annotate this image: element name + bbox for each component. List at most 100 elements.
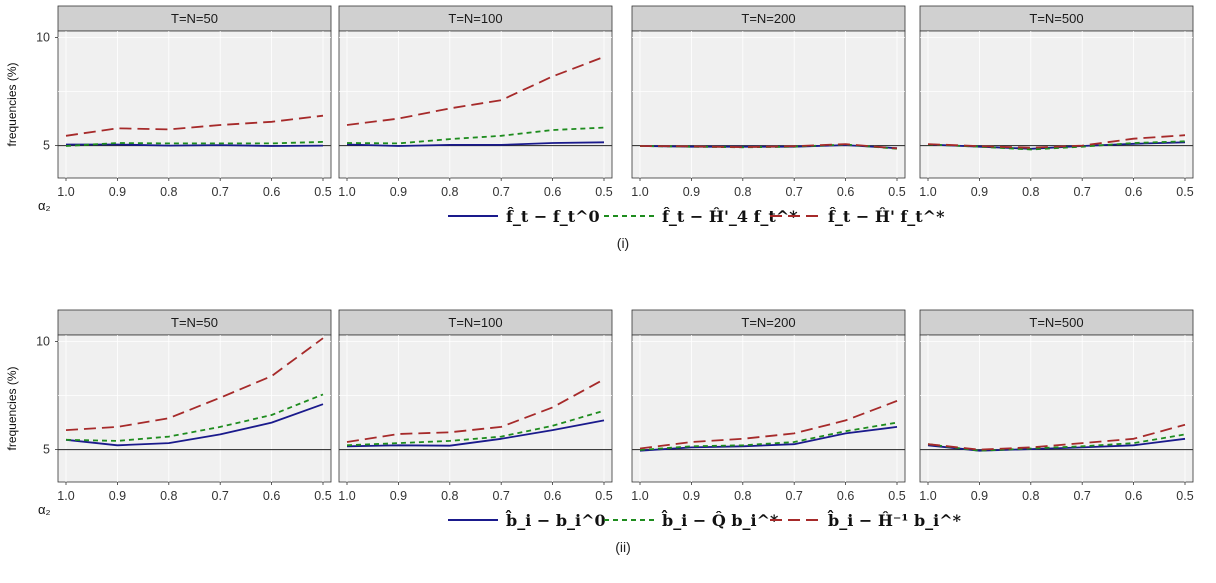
facet-strip <box>57 5 332 32</box>
facet-title: T=N=500 <box>1029 11 1083 26</box>
x-tick-label: 0.7 <box>786 185 803 199</box>
series-line-3 <box>65 337 324 431</box>
x-tick-label: 0.8 <box>734 489 751 503</box>
x-tick-label: 0.7 <box>493 185 510 199</box>
series-line-3 <box>346 378 605 443</box>
x-tick-label: 1.0 <box>631 185 648 199</box>
x-tick-label: 1.0 <box>338 185 355 199</box>
x-tick-label: 0.7 <box>1074 185 1091 199</box>
x-tick-label: 1.0 <box>57 489 74 503</box>
facet-strip <box>919 309 1194 336</box>
x-tick-label: 0.8 <box>441 489 458 503</box>
facet-strip <box>338 309 613 336</box>
panel-background <box>631 334 906 483</box>
facet-title: T=N=500 <box>1029 315 1083 330</box>
x-tick-label: 0.6 <box>1125 185 1142 199</box>
x-tick-label: 0.7 <box>1074 489 1091 503</box>
x-tick-label: 0.8 <box>160 185 177 199</box>
x-tick-label: 0.9 <box>971 185 988 199</box>
y-tick-label: 10 <box>36 334 50 348</box>
series-line-3 <box>639 143 898 150</box>
x-tick-label: 0.6 <box>544 185 561 199</box>
series-line-3 <box>346 56 605 126</box>
facet-strip <box>631 5 906 32</box>
x-tick-label: 0.6 <box>263 489 280 503</box>
series-line-1 <box>346 419 605 448</box>
x-tick-label: 0.8 <box>441 185 458 199</box>
x-tick-label: 0.5 <box>888 185 905 199</box>
series-line-3 <box>927 423 1186 451</box>
row-caption: (ii) <box>615 539 631 555</box>
legend: b̂_i − b_i^0 b̂_i − Q̂ b_i^* b̂_i − Ĥ⁻¹ b_… <box>448 510 962 530</box>
facet-strip <box>631 309 906 336</box>
x-tick-label: 0.7 <box>493 489 510 503</box>
x-tick-label: 0.6 <box>263 185 280 199</box>
x-tick-label: 0.7 <box>786 489 803 503</box>
facet-title: T=N=50 <box>171 11 218 26</box>
facet-title: T=N=100 <box>448 315 502 330</box>
legend-label-3: b̂_i − Ĥ⁻¹ b_i^* <box>828 510 962 530</box>
x-tick-label: 0.5 <box>888 489 905 503</box>
x-tick-label: 0.5 <box>314 185 331 199</box>
facet-strip <box>919 5 1194 32</box>
panel-background <box>57 30 332 179</box>
facet-title: T=N=100 <box>448 11 502 26</box>
series-line-3 <box>927 134 1186 149</box>
y-tick-label: 10 <box>36 30 50 44</box>
x-tick-label: 1.0 <box>57 185 74 199</box>
x-tick-label: 0.9 <box>683 185 700 199</box>
x-tick-label: 1.0 <box>631 489 648 503</box>
series-line-1 <box>66 143 324 147</box>
series-line-2 <box>65 141 324 147</box>
facet-title: T=N=200 <box>741 11 795 26</box>
series-line-1 <box>346 141 605 147</box>
series-line-3 <box>639 400 898 450</box>
x-tick-label: 0.8 <box>1022 489 1039 503</box>
facet-panel: T=N=500 1.0 0.9 0.8 0.7 0.6 0.5 <box>919 309 1194 503</box>
x-tick-label: 0.5 <box>595 185 612 199</box>
chart-row-2: T=N=50 1.0 0.9 0.8 0.7 0.6 0.5 5 10 frequencies (… <box>5 309 1194 555</box>
y-tick-label: 5 <box>43 443 50 457</box>
facet-panel: T=N=100 1.0 0.9 0.8 0.7 0.6 0.5 <box>338 309 613 503</box>
x-tick-label: 0.9 <box>109 185 126 199</box>
facet-title: T=N=50 <box>171 315 218 330</box>
legend-label-2: f̂_t − Ĥ'_4 f_t^* <box>662 206 798 226</box>
x-tick-label: 0.5 <box>595 489 612 503</box>
series-line-2 <box>639 421 898 451</box>
x-tick-label: 0.9 <box>683 489 700 503</box>
panel-background <box>919 334 1194 483</box>
chart-row-1: T=N=50 1.0 0.9 0.8 0.7 0.6 0.5 5 10 frequencies (… <box>5 5 1194 251</box>
series-line-2 <box>927 140 1186 151</box>
series-line-1 <box>65 403 324 447</box>
legend-label-2: b̂_i − Q̂ b_i^* <box>662 510 779 530</box>
x-tick-label: 1.0 <box>919 185 936 199</box>
x-tick-label: 0.8 <box>734 185 751 199</box>
x-tick-label: 1.0 <box>338 489 355 503</box>
panel-background <box>631 30 906 179</box>
x-tick-label: 0.5 <box>1176 185 1193 199</box>
x-tick-label: 0.8 <box>1022 185 1039 199</box>
series-line-2 <box>346 126 605 145</box>
legend-label-1: f̂_t − f_t^0 <box>506 207 600 226</box>
x-tick-label: 0.9 <box>390 185 407 199</box>
legend-label-1: b̂_i − b_i^0 <box>506 510 606 530</box>
x-tick-label: 0.7 <box>212 185 229 199</box>
x-tick-label: 0.9 <box>390 489 407 503</box>
x-tick-label: 1.0 <box>919 489 936 503</box>
facet-panel: T=N=100 1.0 0.9 0.8 0.7 0.6 0.5 <box>338 5 613 199</box>
series-line-3 <box>65 114 324 137</box>
facet-panel: T=N=200 1.0 0.9 0.8 0.7 0.6 0.5 <box>631 309 906 503</box>
x-tick-label: 0.5 <box>1176 489 1193 503</box>
x-tick-label: 0.6 <box>837 185 854 199</box>
legend: f̂_t − f_t^0 f̂_t − Ĥ'_4 f_t^* f̂_t − Ĥ' f… <box>448 206 945 226</box>
x-tick-label: 0.9 <box>109 489 126 503</box>
x-tick-label: 0.7 <box>212 489 229 503</box>
facet-strip <box>338 5 613 32</box>
figure-root: T=N=50 1.0 0.9 0.8 0.7 0.6 0.5 5 10 frequencies (… <box>5 5 1194 555</box>
panel-background <box>338 334 613 483</box>
x-tick-label: 0.6 <box>837 489 854 503</box>
x-axis-label: α₂ <box>38 198 51 213</box>
x-tick-label: 0.6 <box>544 489 561 503</box>
x-tick-label: 0.5 <box>314 489 331 503</box>
